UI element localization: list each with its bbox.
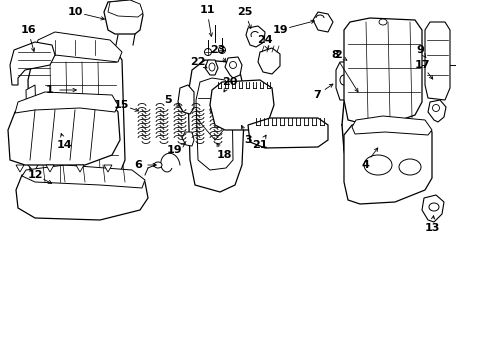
Text: 16: 16	[20, 25, 36, 35]
Polygon shape	[421, 195, 443, 222]
Polygon shape	[312, 12, 332, 32]
Text: 14: 14	[57, 140, 73, 150]
Text: 20: 20	[222, 77, 237, 87]
Text: 22: 22	[190, 57, 205, 67]
Polygon shape	[22, 165, 145, 188]
Polygon shape	[247, 118, 327, 148]
Polygon shape	[335, 62, 349, 100]
Polygon shape	[425, 72, 444, 94]
Polygon shape	[182, 132, 194, 146]
Ellipse shape	[339, 75, 347, 85]
Polygon shape	[178, 85, 194, 114]
Polygon shape	[46, 165, 54, 172]
Text: 13: 13	[424, 223, 439, 233]
Text: 15: 15	[113, 100, 128, 110]
Ellipse shape	[382, 132, 388, 138]
Text: 25: 25	[237, 7, 252, 17]
Text: 9: 9	[415, 45, 423, 55]
Polygon shape	[108, 0, 142, 17]
Ellipse shape	[204, 49, 211, 55]
Text: 19: 19	[167, 145, 183, 155]
Ellipse shape	[382, 112, 388, 118]
Polygon shape	[16, 165, 24, 172]
Ellipse shape	[363, 155, 391, 175]
Polygon shape	[424, 22, 449, 100]
Text: 24: 24	[257, 35, 272, 45]
Ellipse shape	[208, 63, 215, 71]
Polygon shape	[104, 0, 142, 34]
Text: 18: 18	[216, 150, 231, 160]
Text: 23: 23	[210, 45, 225, 55]
Polygon shape	[224, 57, 242, 78]
Text: 10: 10	[67, 7, 82, 17]
Polygon shape	[343, 18, 421, 123]
Text: 6: 6	[134, 160, 142, 170]
Polygon shape	[15, 92, 118, 113]
Polygon shape	[8, 100, 120, 165]
Ellipse shape	[209, 106, 220, 114]
Polygon shape	[16, 168, 148, 220]
Ellipse shape	[378, 19, 386, 25]
Text: 11: 11	[199, 5, 214, 15]
Text: 1: 1	[46, 85, 54, 95]
Polygon shape	[28, 35, 125, 192]
Text: 5: 5	[164, 95, 171, 105]
Polygon shape	[427, 100, 445, 122]
Text: 8: 8	[330, 50, 338, 60]
Text: 19: 19	[272, 25, 287, 35]
Polygon shape	[351, 116, 431, 135]
Ellipse shape	[154, 162, 162, 168]
Polygon shape	[375, 92, 395, 160]
Polygon shape	[196, 78, 232, 170]
Polygon shape	[343, 120, 431, 204]
Polygon shape	[35, 32, 122, 62]
Text: 3: 3	[244, 135, 251, 145]
Polygon shape	[104, 165, 112, 172]
Polygon shape	[10, 42, 55, 85]
Text: 21: 21	[252, 140, 267, 150]
Polygon shape	[209, 80, 273, 130]
Ellipse shape	[398, 159, 420, 175]
Ellipse shape	[218, 46, 225, 54]
Text: 7: 7	[312, 90, 320, 100]
Text: 12: 12	[27, 170, 42, 180]
Polygon shape	[187, 60, 244, 192]
Text: 17: 17	[413, 60, 429, 70]
Polygon shape	[354, 70, 374, 135]
Text: 4: 4	[360, 160, 368, 170]
Text: 2: 2	[333, 50, 341, 60]
Polygon shape	[76, 165, 84, 172]
Polygon shape	[245, 26, 264, 47]
Polygon shape	[26, 85, 38, 172]
Polygon shape	[258, 48, 280, 74]
Polygon shape	[204, 60, 218, 75]
